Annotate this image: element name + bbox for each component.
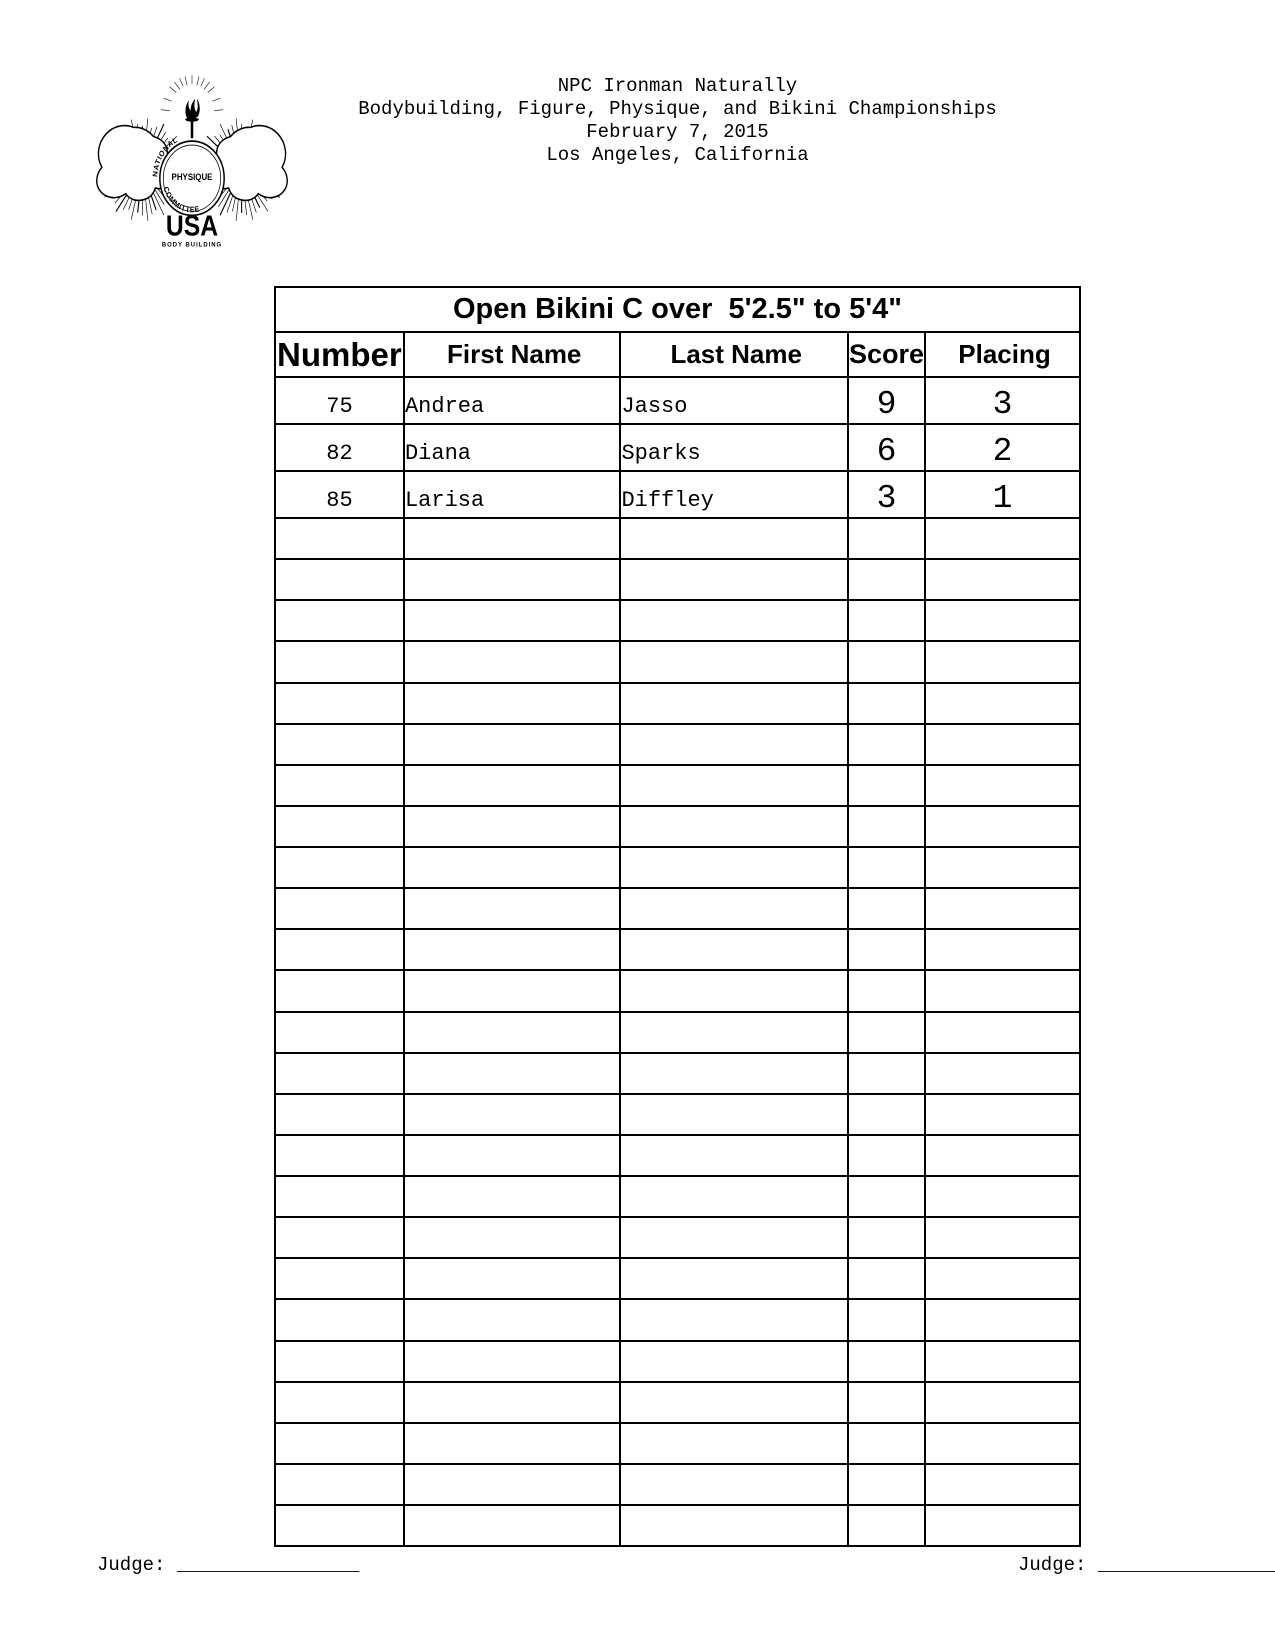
svg-text:BODY BUILDING: BODY BUILDING (162, 241, 222, 248)
svg-text:USA: USA (166, 210, 218, 242)
svg-text:PHYSIQUE: PHYSIQUE (172, 171, 213, 182)
